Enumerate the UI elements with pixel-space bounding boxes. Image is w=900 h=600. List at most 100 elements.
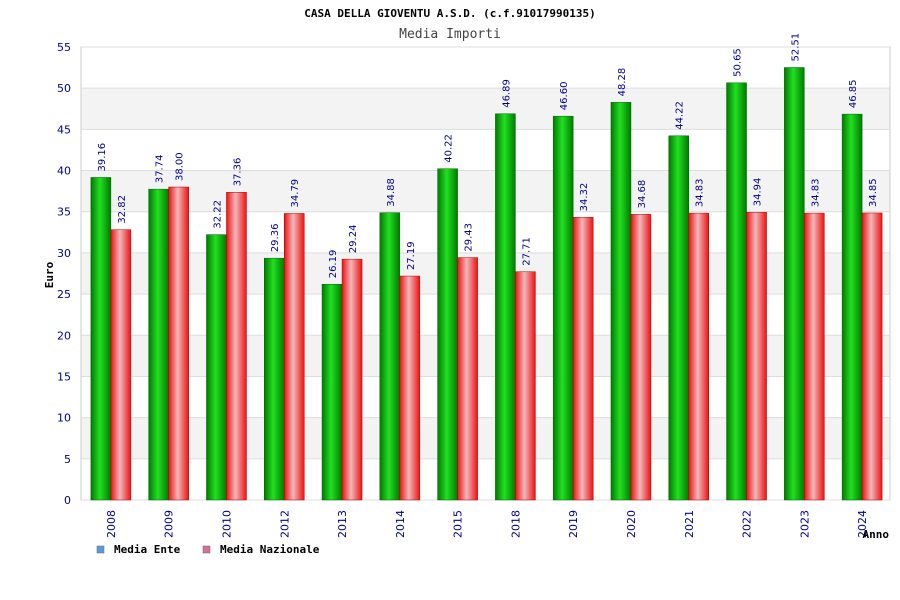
value-label-media-nazionale-2021: 34.83	[695, 178, 706, 207]
bars	[90, 67, 883, 501]
plot-band	[81, 47, 890, 89]
bar-media-ente-2012	[264, 257, 285, 501]
bar-media-nazionale-2018	[515, 271, 536, 501]
plot-band	[81, 170, 890, 212]
value-label-media-nazionale-2023: 34.83	[810, 178, 821, 207]
bar-media-nazionale-2024	[861, 212, 883, 501]
x-tick-label-2012: 2012	[278, 510, 291, 538]
x-tick-label-2019: 2019	[567, 510, 580, 538]
x-tick-label-2024: 2024	[856, 510, 869, 538]
plot-band	[81, 376, 890, 418]
x-axis-label: Anno	[863, 528, 890, 541]
y-axis-label: Euro	[43, 261, 56, 288]
bar-media-nazionale-2014	[399, 275, 421, 501]
bar-media-ente-2010	[206, 234, 227, 501]
y-tick-label: 35	[57, 206, 71, 219]
x-tick-label-2018: 2018	[509, 510, 522, 538]
x-tick-label-2015: 2015	[452, 510, 465, 538]
legend-label-media-ente: Media Ente	[114, 543, 181, 556]
value-label-media-ente-2013: 26.19	[328, 250, 339, 279]
value-label-media-ente-2010: 32.22	[212, 200, 223, 229]
chart-title: CASA DELLA GIOVENTU A.S.D. (c.f.91017990…	[304, 7, 595, 20]
x-tick-label-2010: 2010	[220, 510, 233, 538]
legend: Media Ente Media Nazionale	[96, 543, 320, 556]
chart-subtitle: Media Importi	[399, 27, 501, 42]
y-tick-label: 45	[57, 123, 71, 136]
x-tick-label-2023: 2023	[798, 510, 811, 538]
y-tick-label: 55	[57, 41, 71, 54]
x-tick-label-2020: 2020	[625, 510, 638, 538]
bar-media-nazionale-2013	[341, 258, 363, 501]
value-label-media-ente-2024: 46.85	[848, 79, 859, 108]
value-label-media-ente-2021: 44.22	[675, 101, 686, 130]
y-tick-label: 0	[64, 494, 71, 507]
x-tick-label-2009: 2009	[163, 510, 176, 538]
value-label-media-ente-2022: 50.65	[733, 48, 744, 77]
plot-background	[80, 46, 891, 501]
bar-media-ente-2013	[321, 284, 343, 501]
x-tick-label-2014: 2014	[394, 510, 407, 538]
value-label-media-nazionale-2024: 34.85	[868, 178, 879, 207]
bar-media-nazionale-2015	[457, 257, 478, 501]
x-tick-label-2013: 2013	[336, 510, 349, 538]
bar-media-nazionale-2008	[110, 229, 132, 501]
bar-media-nazionale-2009	[168, 186, 189, 501]
bar-media-ente-2023	[784, 67, 805, 501]
bar-media-nazionale-2021	[688, 212, 709, 501]
value-label-media-nazionale-2019: 34.32	[579, 183, 590, 212]
bar-media-ente-2008	[90, 177, 112, 501]
value-label-media-ente-2023: 52.51	[790, 33, 801, 62]
bar-media-ente-2014	[379, 212, 401, 501]
value-label-media-ente-2012: 29.36	[270, 224, 281, 253]
bar-media-ente-2018	[495, 113, 516, 501]
value-label-media-nazionale-2014: 27.19	[406, 241, 417, 270]
value-label-media-nazionale-2008: 32.82	[117, 195, 128, 224]
value-label-media-nazionale-2020: 34.68	[637, 180, 648, 209]
bar-media-ente-2021	[668, 135, 689, 501]
x-tick-label-2008: 2008	[105, 510, 118, 538]
y-tick-label: 10	[57, 412, 71, 425]
plot-band	[81, 335, 890, 377]
value-label-media-nazionale-2012: 34.79	[290, 179, 301, 208]
x-axis-ticks: 2008 2009 2010 2012 2013 2014 2015 2018 2019 2020…	[105, 510, 869, 538]
value-label-media-ente-2008: 39.16	[97, 143, 108, 172]
value-label-media-nazionale-2009: 38.00	[175, 152, 186, 181]
y-tick-label: 5	[64, 453, 71, 466]
bar-media-ente-2019	[552, 115, 574, 501]
bar-media-ente-2022	[726, 82, 747, 501]
y-tick-label: 20	[57, 329, 71, 342]
bar-media-ente-2015	[437, 168, 458, 501]
value-label-media-nazionale-2022: 34.94	[753, 178, 764, 207]
plot-band	[81, 211, 890, 253]
y-tick-label: 30	[57, 247, 71, 260]
value-label-media-ente-2020: 48.28	[617, 68, 628, 97]
bar-media-nazionale-2019	[572, 217, 594, 501]
y-tick-label: 50	[57, 82, 71, 95]
y-tick-label: 25	[57, 288, 71, 301]
bar-media-nazionale-2023	[804, 212, 825, 501]
bar-media-nazionale-2022	[746, 211, 767, 501]
x-tick-label-2021: 2021	[683, 510, 696, 538]
plot-band	[81, 294, 890, 336]
plot-band	[81, 129, 890, 171]
y-axis-ticks: 0 5 10 15 20 25 30 35 40 45 50 55	[57, 41, 71, 507]
bar-media-nazionale-2012	[284, 213, 305, 501]
y-tick-label: 40	[57, 165, 71, 178]
bar-media-ente-2024	[841, 113, 863, 501]
plot-band	[81, 252, 890, 295]
value-label-media-ente-2015: 40.22	[444, 134, 455, 163]
plot-band	[81, 458, 890, 500]
legend-swatch-media-ente	[96, 545, 105, 554]
value-label-media-nazionale-2015: 29.43	[464, 223, 475, 252]
x-tick-label-2022: 2022	[741, 510, 754, 538]
legend-swatch-media-nazionale	[202, 545, 211, 554]
value-label-media-nazionale-2018: 27.71	[521, 237, 532, 266]
plot-band	[81, 417, 890, 459]
value-label-media-ente-2014: 34.88	[386, 178, 397, 207]
bar-media-ente-2009	[148, 188, 169, 501]
value-label-media-ente-2019: 46.60	[559, 82, 570, 111]
plot-band	[81, 88, 890, 130]
value-labels: 39.16 32.82 37.74 38.00 32.22 37.36 29.36 34.79…	[97, 33, 879, 278]
value-label-media-nazionale-2013: 29.24	[348, 225, 359, 254]
